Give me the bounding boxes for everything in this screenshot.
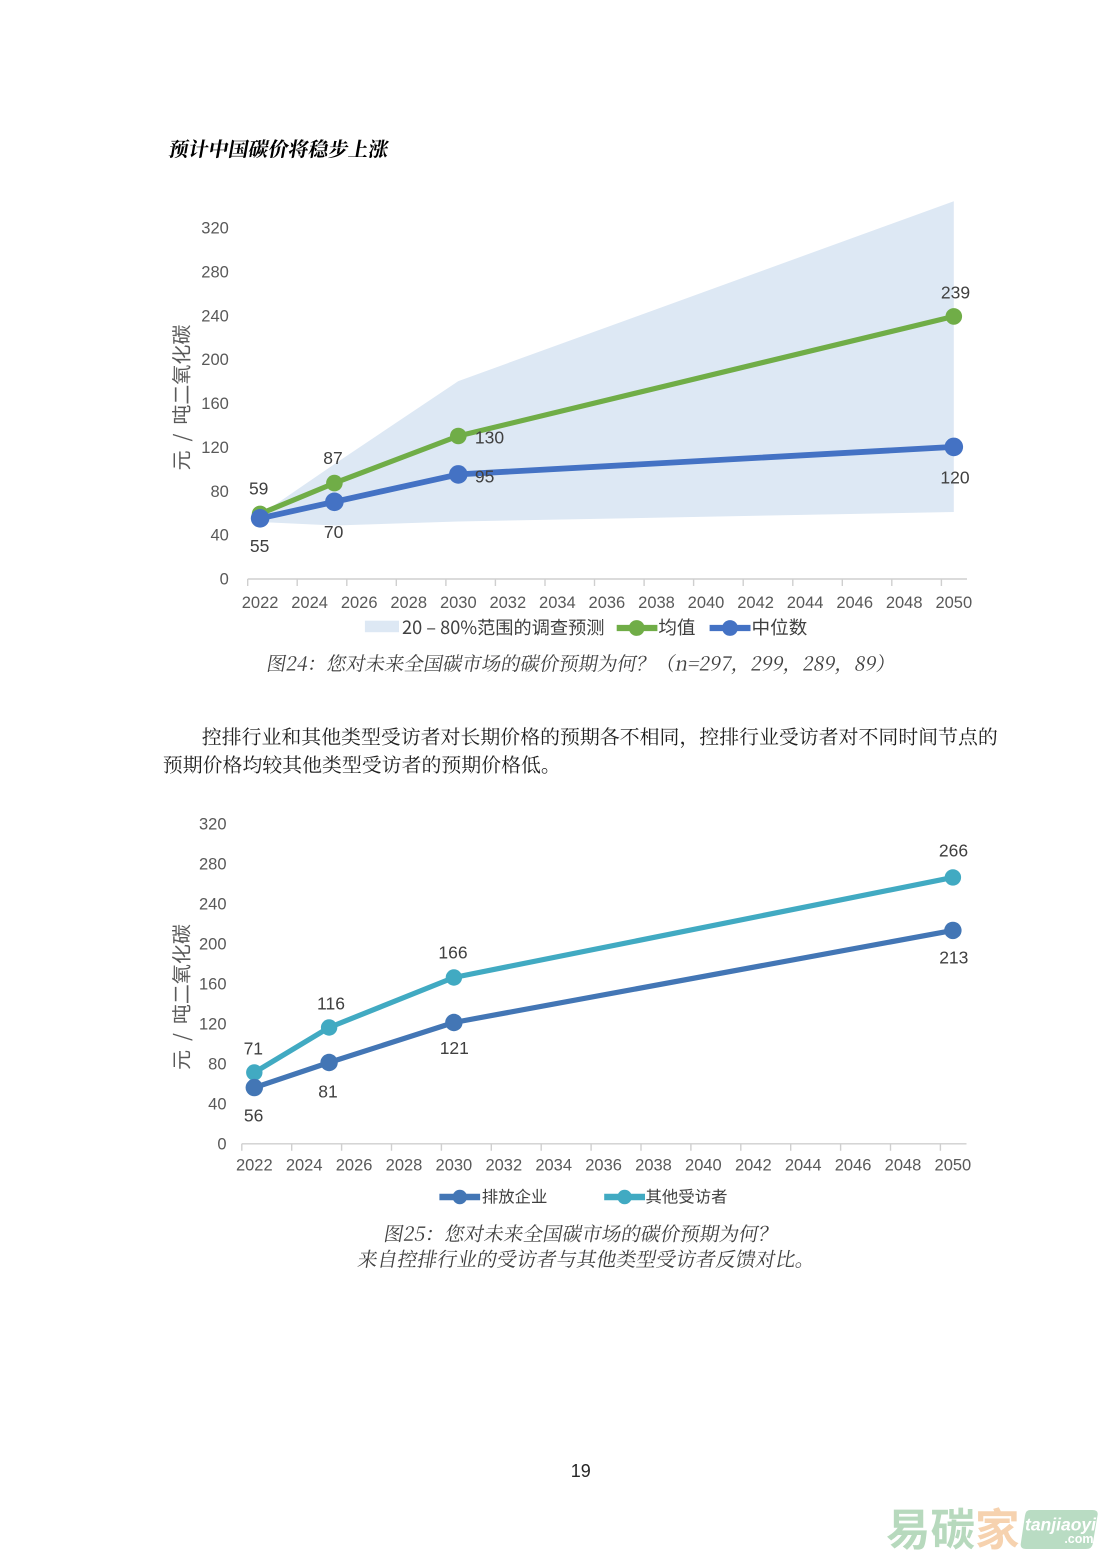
svg-text:2044: 2044: [787, 594, 824, 612]
svg-text:2038: 2038: [638, 594, 675, 612]
svg-text:.com: .com: [1064, 1532, 1093, 1546]
svg-text:2030: 2030: [436, 1157, 473, 1175]
svg-text:81: 81: [318, 1082, 337, 1102]
svg-text:0: 0: [217, 1136, 226, 1154]
svg-text:2034: 2034: [539, 594, 576, 612]
svg-text:2040: 2040: [688, 594, 725, 612]
svg-text:2022: 2022: [242, 594, 279, 612]
svg-text:2034: 2034: [535, 1157, 572, 1175]
svg-text:0: 0: [220, 571, 229, 589]
svg-text:280: 280: [199, 855, 227, 873]
svg-text:40: 40: [208, 1096, 226, 1114]
svg-text:200: 200: [201, 351, 229, 369]
svg-text:121: 121: [440, 1038, 469, 1058]
svg-text:200: 200: [199, 935, 227, 953]
svg-text:166: 166: [438, 943, 467, 963]
svg-text:240: 240: [201, 307, 229, 325]
svg-text:2036: 2036: [589, 594, 626, 612]
svg-text:320: 320: [201, 220, 229, 238]
svg-text:239: 239: [941, 282, 970, 302]
svg-text:320: 320: [199, 815, 227, 833]
svg-text:2042: 2042: [735, 1157, 772, 1175]
svg-text:2046: 2046: [836, 594, 873, 612]
svg-text:2028: 2028: [386, 1157, 423, 1175]
svg-text:2032: 2032: [489, 594, 526, 612]
svg-text:2024: 2024: [291, 594, 328, 612]
svg-text:70: 70: [324, 522, 344, 542]
svg-text:2050: 2050: [935, 594, 972, 612]
svg-text:56: 56: [244, 1106, 263, 1126]
svg-text:2030: 2030: [440, 594, 477, 612]
svg-text:80: 80: [208, 1056, 226, 1074]
svg-text:2044: 2044: [785, 1157, 822, 1175]
svg-text:55: 55: [250, 536, 269, 556]
svg-text:266: 266: [939, 840, 968, 860]
svg-text:tanjiaoyi: tanjiaoyi: [1025, 1515, 1097, 1535]
svg-text:2046: 2046: [835, 1157, 872, 1175]
svg-text:87: 87: [323, 448, 342, 468]
svg-text:120: 120: [940, 467, 969, 487]
svg-text:2032: 2032: [485, 1157, 522, 1175]
svg-text:116: 116: [317, 994, 345, 1014]
svg-text:2048: 2048: [886, 594, 923, 612]
svg-text:40: 40: [210, 527, 228, 545]
svg-text:160: 160: [199, 976, 227, 994]
svg-text:2040: 2040: [685, 1157, 722, 1175]
svg-text:80: 80: [210, 483, 228, 501]
svg-text:2042: 2042: [737, 594, 774, 612]
svg-text:2026: 2026: [341, 594, 378, 612]
svg-text:130: 130: [475, 427, 504, 447]
svg-text:120: 120: [201, 439, 229, 457]
svg-text:2026: 2026: [336, 1157, 373, 1175]
svg-text:2036: 2036: [585, 1157, 622, 1175]
svg-text:2022: 2022: [236, 1157, 273, 1175]
svg-text:2048: 2048: [885, 1157, 922, 1175]
svg-text:120: 120: [199, 1016, 227, 1034]
svg-text:213: 213: [939, 948, 968, 968]
svg-text:2050: 2050: [935, 1157, 972, 1175]
svg-text:160: 160: [201, 395, 229, 413]
svg-text:19: 19: [571, 1461, 591, 1481]
svg-text:95: 95: [475, 466, 494, 486]
svg-text:71: 71: [244, 1039, 263, 1059]
svg-text:2038: 2038: [635, 1157, 672, 1175]
svg-text:2028: 2028: [390, 594, 427, 612]
svg-text:240: 240: [199, 895, 227, 913]
svg-text:280: 280: [201, 263, 229, 281]
svg-text:59: 59: [249, 478, 268, 498]
svg-text:2024: 2024: [286, 1157, 323, 1175]
